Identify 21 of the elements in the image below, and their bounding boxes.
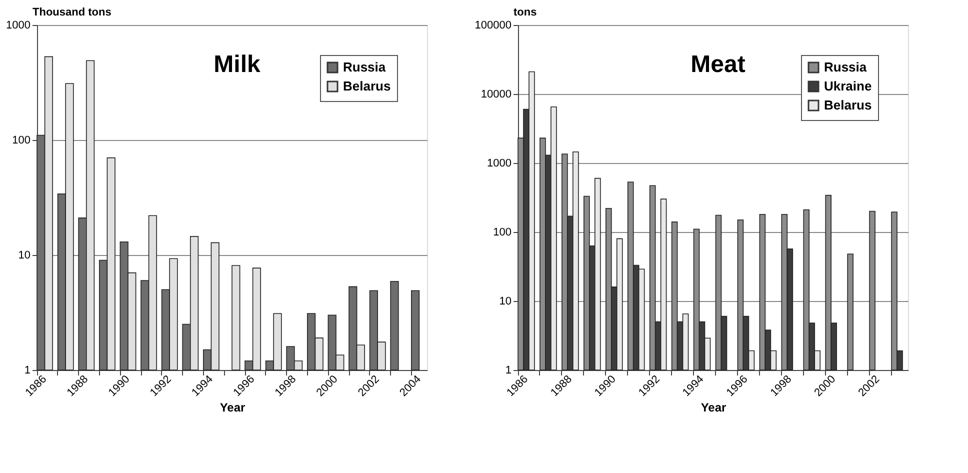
y-tick-label: 1000: [6, 20, 30, 32]
y-tick-label: 10: [18, 250, 30, 262]
x-axis-title: Year: [220, 400, 246, 414]
y-tick-label: 10: [499, 296, 512, 308]
legend-label: Russia: [824, 60, 868, 74]
legend-label: Belarus: [824, 98, 872, 112]
x-axis-title: Year: [700, 400, 727, 414]
y-tick-label: 1000: [487, 158, 512, 170]
y-tick-label: 1: [505, 364, 512, 376]
y-axis-title: tons: [514, 6, 537, 18]
text: Meat: [690, 51, 746, 78]
legend-label: Belarus: [343, 78, 391, 94]
y-tick-label: 100000: [474, 20, 512, 32]
y-tick-label: 100: [493, 226, 512, 238]
y-tick-label: 10000: [480, 88, 512, 100]
y-tick-label: 1: [24, 364, 30, 376]
y-tick-label: 100: [12, 134, 30, 146]
legend-label: Ukraine: [824, 78, 872, 94]
y-axis-title: Thousand tons: [32, 6, 112, 18]
text: Milk: [214, 51, 261, 78]
legend-label: Russia: [343, 60, 386, 74]
